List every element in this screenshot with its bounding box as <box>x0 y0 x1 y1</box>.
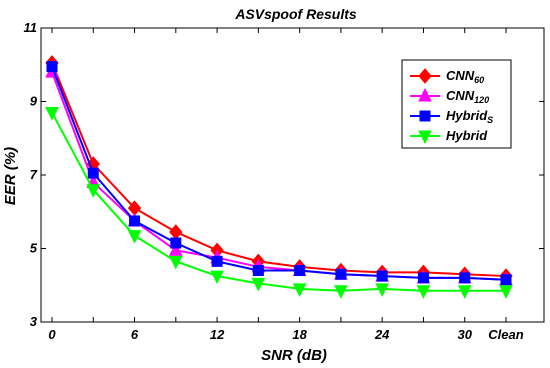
series-line <box>51 62 507 278</box>
y-tick-label: 9 <box>30 94 38 109</box>
x-tick-label: 0 <box>48 327 56 342</box>
legend-item: Hybrid <box>410 128 488 145</box>
y-axis-label: EER (%) <box>2 147 19 205</box>
x-tick-label: 6 <box>131 327 139 342</box>
legend-label-subscript: S <box>487 115 493 125</box>
chart-title: ASVspoof Results <box>234 6 357 22</box>
y-axis-ticks: 3 5 7 9 11 <box>24 20 544 329</box>
series-2 <box>46 61 512 286</box>
legend-label-subscript: 120 <box>474 95 489 105</box>
data-point <box>417 272 429 284</box>
x-tick-label: 12 <box>210 327 225 342</box>
data-point <box>169 242 183 256</box>
x-axis-label: SNR (dB) <box>261 347 327 364</box>
legend-label-name: CNN <box>446 88 475 103</box>
legend-label: Hybrid <box>446 128 488 143</box>
y-tick-label: 5 <box>30 241 38 256</box>
series-line <box>51 112 506 292</box>
data-point <box>459 272 471 284</box>
data-point <box>169 255 183 270</box>
data-point <box>292 283 307 298</box>
data-point <box>211 255 223 267</box>
data-point <box>334 285 348 299</box>
data-point <box>499 285 513 299</box>
data-point <box>87 167 99 179</box>
x-tick-label: 30 <box>457 327 472 342</box>
legend-label-name: Hybrid <box>446 108 488 123</box>
series-3 <box>45 107 513 299</box>
data-point <box>252 265 264 277</box>
data-point <box>376 270 388 282</box>
data-point <box>210 270 224 285</box>
legend-label: CNN60 <box>446 68 484 85</box>
legend-item: HybridS <box>410 108 493 125</box>
x-tick-label: Clean <box>488 327 523 342</box>
data-point <box>251 277 266 292</box>
data-point <box>500 274 512 286</box>
legend-marker <box>418 68 432 84</box>
legend-marker <box>418 87 432 102</box>
data-point <box>375 283 389 298</box>
y-tick-label: 11 <box>24 20 38 35</box>
legend-item: CNN60 <box>410 68 484 85</box>
legend-label: CNN120 <box>446 88 489 105</box>
data-point <box>457 285 472 299</box>
y-tick-label: 3 <box>30 314 38 329</box>
series-line <box>51 66 507 281</box>
legend-item: CNN120 <box>410 87 489 105</box>
data-point <box>416 285 431 299</box>
x-tick-label: 24 <box>374 327 390 342</box>
legend-marker <box>418 130 432 145</box>
data-point <box>294 265 306 277</box>
data-point <box>46 61 58 73</box>
data-point <box>86 184 101 198</box>
legend-label: HybridS <box>446 108 493 125</box>
y-tick-label: 7 <box>30 167 38 182</box>
data-point <box>335 268 347 280</box>
legend-label-name: CNN <box>446 68 475 83</box>
legend-label-name: Hybrid <box>446 128 488 143</box>
data-point <box>127 230 142 244</box>
data-point <box>129 215 141 227</box>
data-point <box>170 237 182 249</box>
series-layer <box>45 55 513 299</box>
x-axis-ticks: 0 6 12 18 24 30 Clean <box>48 28 524 342</box>
legend-label-subscript: 60 <box>474 75 484 85</box>
x-tick-label: 18 <box>292 327 307 342</box>
data-point <box>45 107 59 121</box>
legend-marker <box>419 110 431 122</box>
